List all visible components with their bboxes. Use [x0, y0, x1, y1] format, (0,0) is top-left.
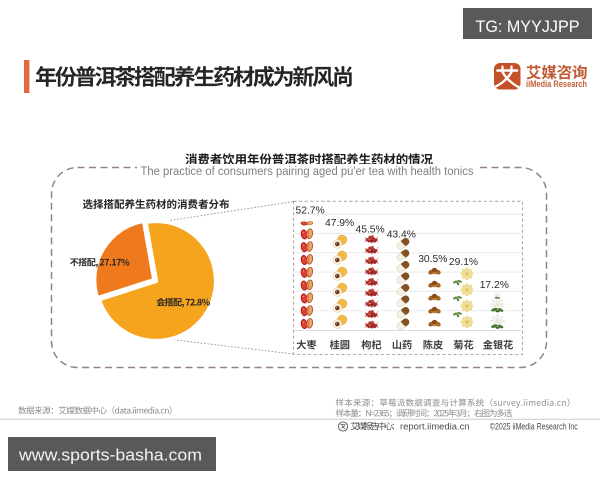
svg-text:52.7%: 52.7% — [295, 206, 324, 217]
svg-text:30.5%: 30.5% — [418, 254, 447, 265]
svg-text:17.2%: 17.2% — [480, 280, 509, 291]
svg-text:iiMedia Research: iiMedia Research — [526, 79, 587, 89]
svg-text:TG: MYYJJPP: TG: MYYJJPP — [476, 17, 580, 36]
svg-text:47.9%: 47.9% — [325, 218, 354, 229]
svg-text:29.1%: 29.1% — [449, 257, 478, 268]
svg-text:report.iimedia.cn: report.iimedia.cn — [400, 421, 470, 431]
svg-text:43.4%: 43.4% — [387, 229, 416, 240]
svg-text:©2025 iiMedia Research Inc: ©2025 iiMedia Research Inc — [490, 421, 578, 431]
svg-text:The practice of consumers pair: The practice of consumers pairing aged p… — [141, 166, 474, 178]
svg-text:www.sports-basha.com: www.sports-basha.com — [18, 446, 202, 465]
svg-text:45.5%: 45.5% — [355, 224, 384, 235]
